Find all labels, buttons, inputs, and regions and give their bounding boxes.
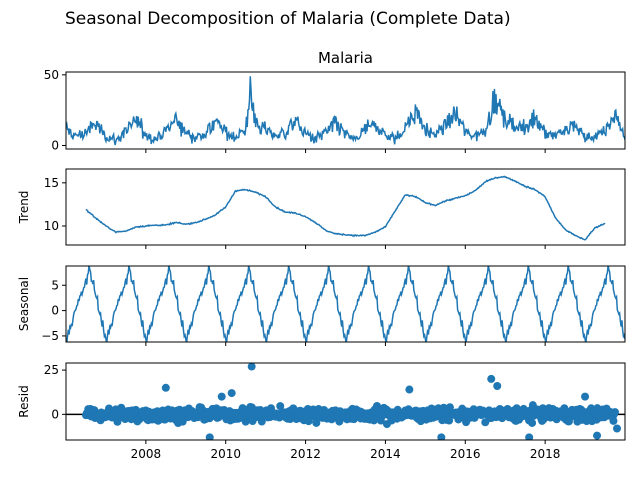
y-tick-label: 10 (44, 219, 59, 233)
y-axis-label: Seasonal (17, 277, 31, 331)
trend-line (85, 175, 606, 241)
y-tick-label: 5 (51, 278, 59, 292)
x-tick-label: 2012 (290, 447, 321, 461)
resid-point (611, 408, 620, 417)
axes-frame (65, 265, 626, 343)
x-tick-label: 2016 (450, 447, 481, 461)
y-axis-label: Resid (17, 385, 31, 417)
x-tick-label: 2010 (210, 447, 241, 461)
y-tick-label: −5 (41, 329, 59, 343)
y-tick-label: 0 (51, 138, 59, 152)
resid-point (525, 433, 534, 440)
resid-point (528, 418, 537, 427)
seasonal-line (66, 266, 625, 342)
axes-frame (65, 71, 626, 150)
axes-frame (65, 168, 626, 246)
x-tick-label: 2008 (131, 447, 162, 461)
x-tick-label: 2014 (370, 447, 401, 461)
plot-area (85, 175, 606, 241)
series-line (66, 76, 625, 146)
y-tick-label: 50 (44, 68, 59, 82)
plot-area (66, 76, 625, 146)
resid-point (227, 389, 236, 398)
resid-point (276, 402, 285, 411)
plot-area (66, 363, 625, 440)
panel-4: Resid 0 25 2008 2010 2012 2014 2016 2018 (17, 362, 626, 461)
resid-point (312, 418, 321, 427)
resid-point (161, 383, 170, 392)
resid-point (217, 392, 226, 401)
panel-title: Malaria (318, 49, 373, 67)
resid-point (581, 392, 590, 401)
resid-point (613, 424, 622, 433)
plot-area (66, 266, 625, 342)
y-tick-label: 15 (44, 176, 59, 190)
resid-point (247, 363, 256, 371)
y-tick-label: 0 (51, 407, 59, 421)
resid-point (593, 431, 602, 440)
resid-point (437, 433, 446, 440)
axes-frame (65, 362, 626, 441)
y-tick-label: 0 (51, 304, 59, 318)
resid-point (205, 433, 214, 440)
resid-point (178, 417, 187, 426)
resid-point (609, 416, 618, 425)
panel-1: Malaria 0 50 (44, 49, 626, 153)
y-axis-label: Trend (17, 191, 31, 225)
resid-point (487, 374, 496, 383)
x-tick-label: 2018 (530, 447, 561, 461)
y-tick-label: 25 (44, 363, 59, 377)
resid-point (405, 385, 414, 394)
resid-point (445, 416, 454, 425)
resid-point (493, 382, 502, 391)
panel-2: Trend 10 15 (17, 168, 626, 249)
figure-title: Seasonal Decomposition of Malaria (Compl… (65, 9, 511, 29)
panel-3: Seasonal −5 0 5 (17, 265, 626, 346)
